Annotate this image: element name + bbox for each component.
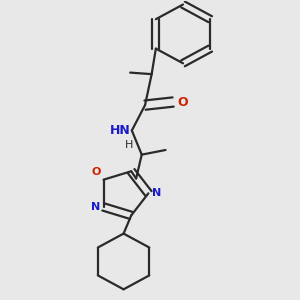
Text: O: O bbox=[92, 167, 101, 177]
Text: N: N bbox=[152, 188, 161, 198]
Text: O: O bbox=[177, 95, 188, 109]
Text: N: N bbox=[91, 202, 100, 212]
Text: H: H bbox=[125, 140, 134, 150]
Text: HN: HN bbox=[110, 124, 130, 137]
